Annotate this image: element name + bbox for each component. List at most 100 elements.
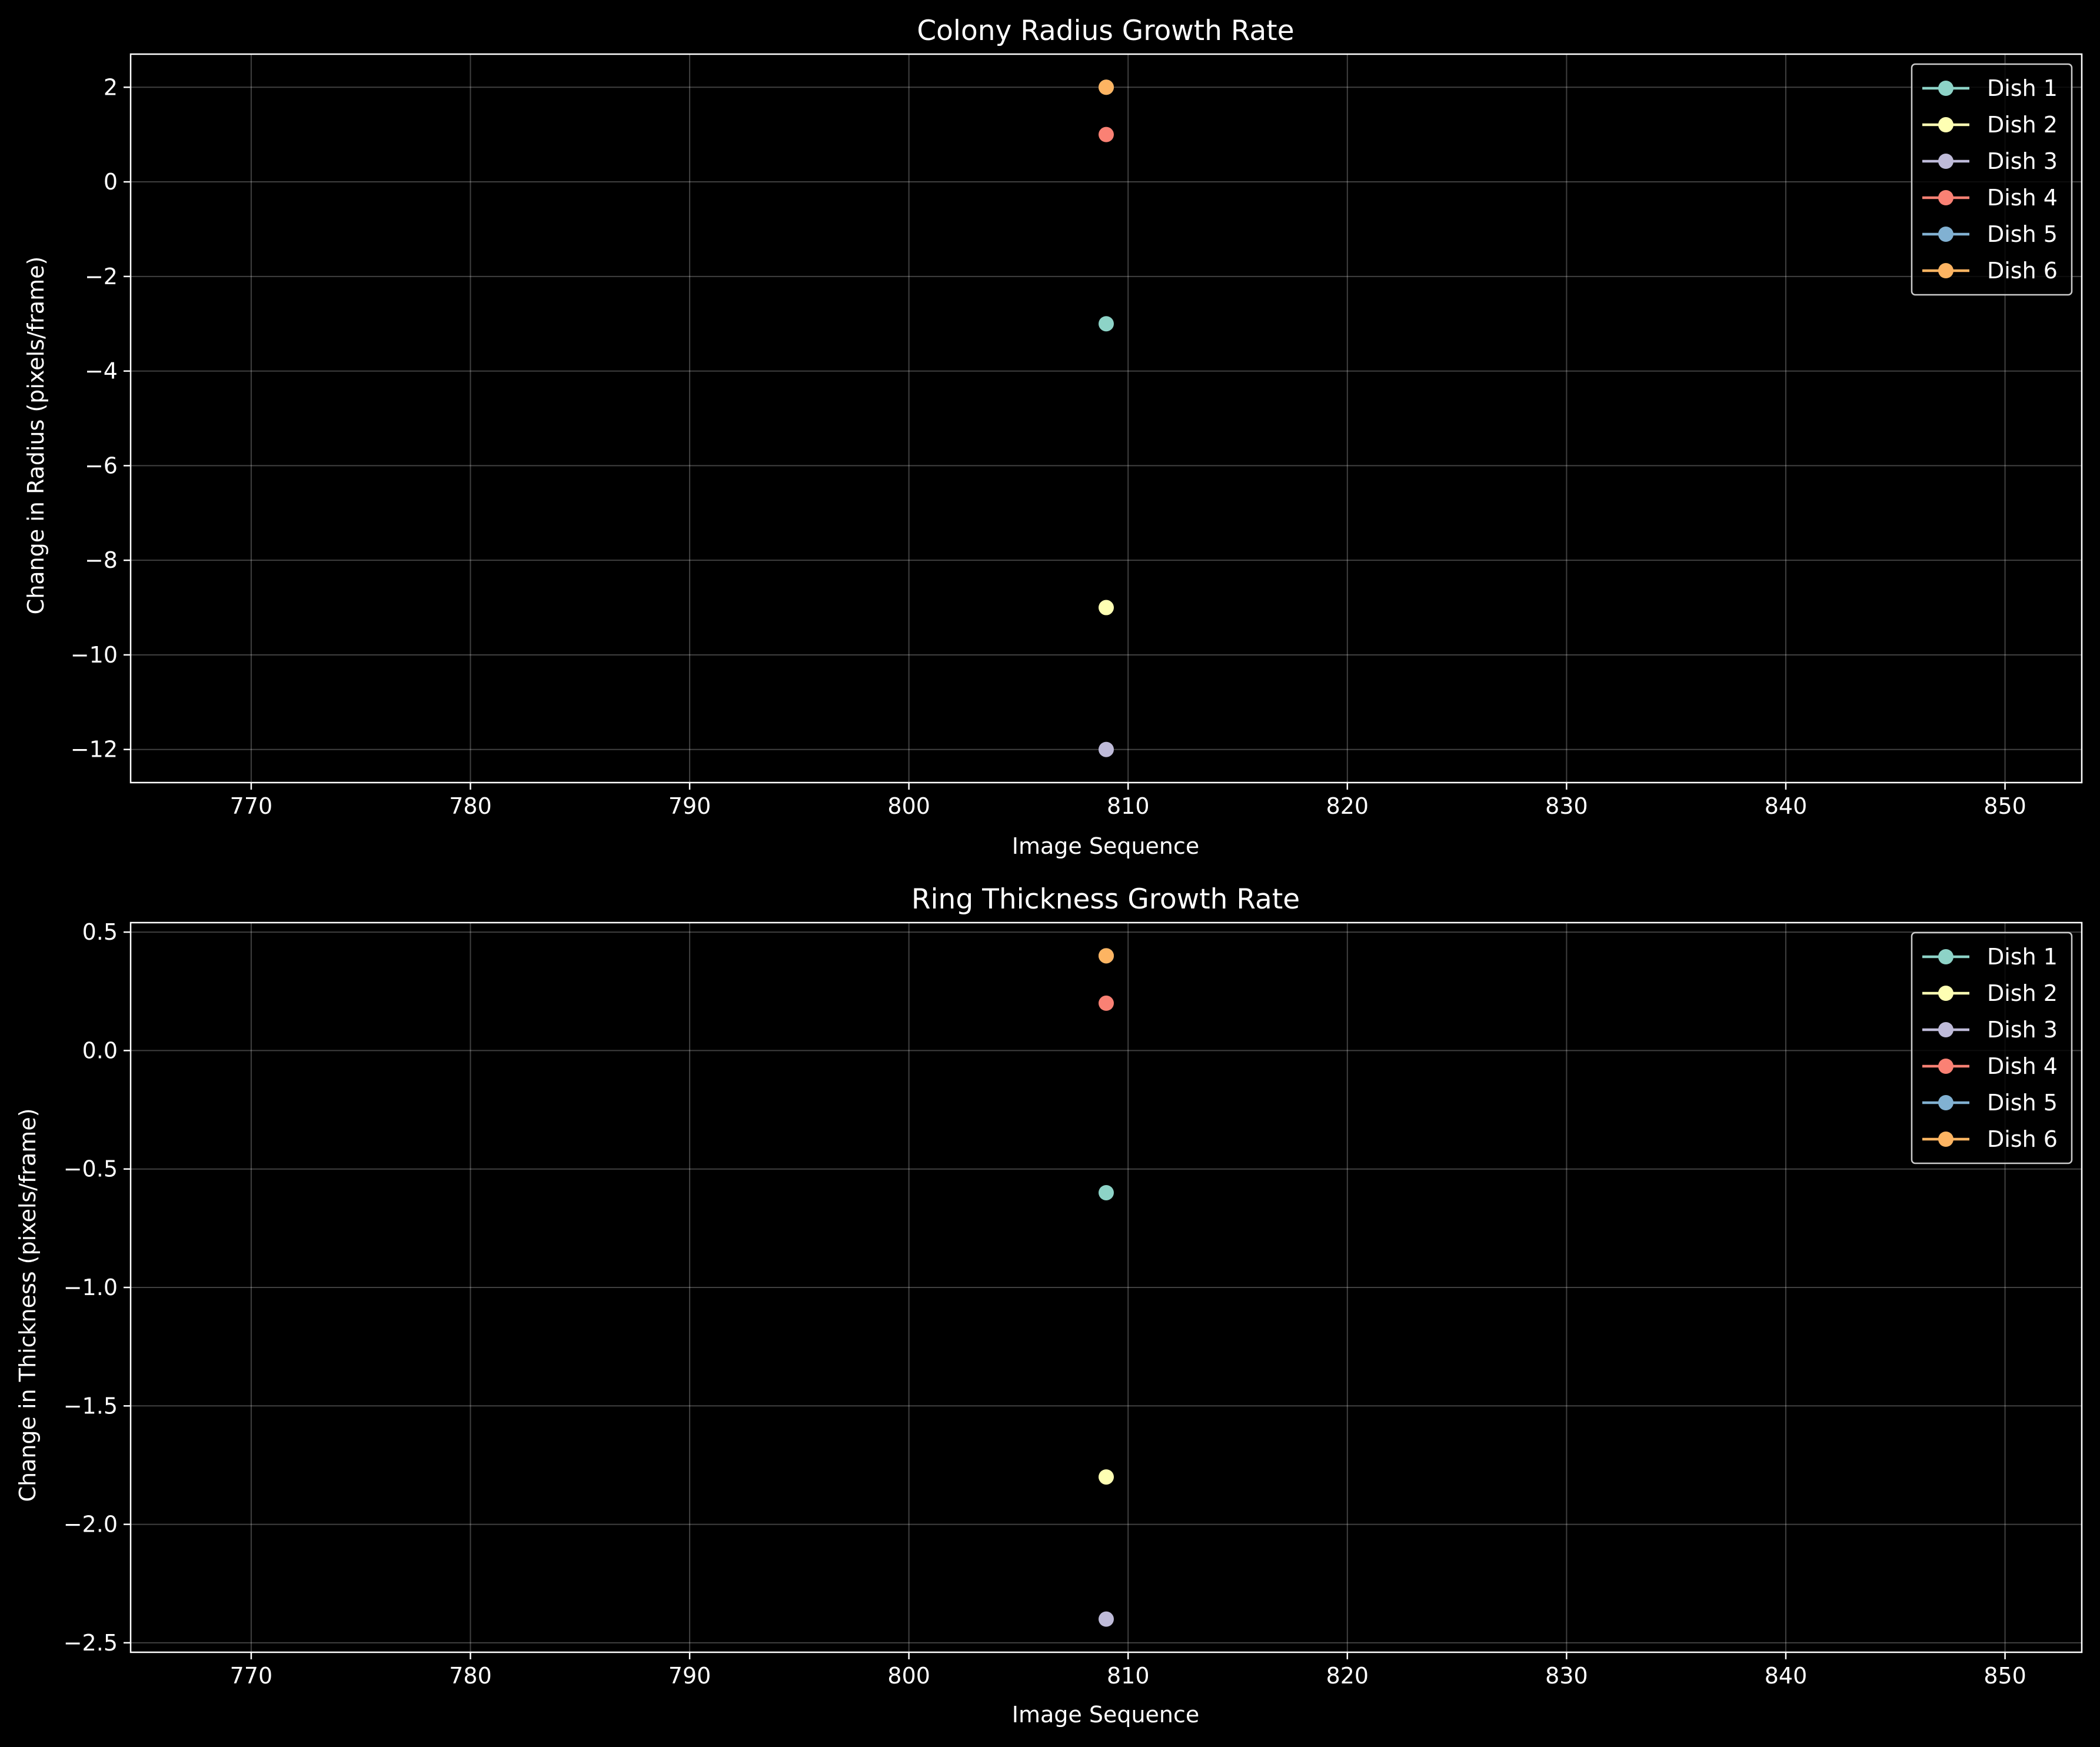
subplot-radius: Colony Radius Growth Rate Image Sequence… xyxy=(23,15,2083,859)
x-tick-label: 810 xyxy=(1107,1663,1150,1689)
x-tick-label: 780 xyxy=(449,1663,492,1689)
legend-entry: Dish 3 xyxy=(1922,148,2058,174)
x-tick-label: 850 xyxy=(1983,1663,2026,1689)
legend-entry: Dish 2 xyxy=(1922,112,2058,138)
x-tick-label: 800 xyxy=(887,793,930,819)
series-dish-2 xyxy=(1099,1469,1114,1485)
x-tick-label: 840 xyxy=(1765,793,1808,819)
chart-title: Ring Thickness Growth Rate xyxy=(911,883,1300,916)
legend-label: Dish 6 xyxy=(1987,1126,2058,1152)
legend-marker xyxy=(1938,154,1953,169)
x-tick-label: 830 xyxy=(1545,793,1588,819)
data-point xyxy=(1099,1611,1114,1627)
series-dish-6 xyxy=(1099,79,1114,95)
legend-marker xyxy=(1938,986,1953,1001)
axes-frame xyxy=(129,53,2083,784)
series-dish-3 xyxy=(1099,1611,1114,1627)
x-tick-label: 770 xyxy=(230,793,273,819)
legend-entry: Dish 4 xyxy=(1922,185,2058,211)
legend-entry: Dish 1 xyxy=(1922,944,2058,970)
y-tick-label: 0 xyxy=(104,169,118,195)
y-tick-label: −12 xyxy=(71,737,118,763)
y-tick-label: −2.5 xyxy=(64,1630,118,1656)
x-tick-label: 840 xyxy=(1765,1663,1808,1689)
series-dish-3 xyxy=(1099,741,1114,757)
x-axis-label: Image Sequence xyxy=(1012,1702,1200,1728)
legend-entry: Dish 5 xyxy=(1922,1090,2058,1116)
data-point xyxy=(1099,995,1114,1011)
legend-marker xyxy=(1938,1132,1953,1147)
data-point xyxy=(1099,127,1114,142)
x-tick-label: 800 xyxy=(887,1663,930,1689)
legend-entry: Dish 1 xyxy=(1922,75,2058,101)
series-dish-4 xyxy=(1099,127,1114,142)
legend-label: Dish 2 xyxy=(1987,980,2058,1006)
legend-marker xyxy=(1938,190,1953,205)
legend-marker xyxy=(1938,227,1953,242)
grid xyxy=(131,923,2082,1652)
legend-label: Dish 3 xyxy=(1987,1017,2058,1043)
y-tick-label: −10 xyxy=(71,642,118,668)
legend-marker xyxy=(1938,1059,1953,1074)
series-dish-6 xyxy=(1099,948,1114,964)
legend-label: Dish 1 xyxy=(1987,944,2058,970)
y-tick-label: −2 xyxy=(85,264,118,289)
legend-entry: Dish 6 xyxy=(1922,258,2058,284)
legend: Dish 1 Dish 2 Dish 3 Dish 4 Dish 5 Dish 6 xyxy=(1911,931,2073,1164)
legend-entry: Dish 5 xyxy=(1922,221,2058,247)
data-point xyxy=(1099,1184,1114,1200)
y-tick-label: −0.5 xyxy=(64,1156,118,1182)
data-point xyxy=(1099,1469,1114,1485)
legend-label: Dish 4 xyxy=(1987,1053,2058,1079)
y-tick-label: −8 xyxy=(85,547,118,573)
data-point xyxy=(1099,600,1114,615)
x-tick-label: 830 xyxy=(1545,1663,1588,1689)
y-tick-label: −1.0 xyxy=(64,1275,118,1300)
legend-marker xyxy=(1938,1095,1953,1110)
x-axis-label: Image Sequence xyxy=(1012,833,1200,859)
legend-marker xyxy=(1938,263,1953,278)
y-tick-label: −1.5 xyxy=(64,1393,118,1419)
y-tick-label: 0.5 xyxy=(82,919,118,945)
x-tick-label: 790 xyxy=(668,793,711,819)
legend-label: Dish 2 xyxy=(1987,112,2058,138)
data-point xyxy=(1099,741,1114,757)
legend-marker xyxy=(1938,81,1953,96)
x-tick-label: 850 xyxy=(1983,793,2026,819)
series-dish-2 xyxy=(1099,600,1114,615)
legend-entry: Dish 2 xyxy=(1922,980,2058,1006)
legend-label: Dish 3 xyxy=(1987,148,2058,174)
y-tick-label: −6 xyxy=(85,452,118,478)
data-point xyxy=(1099,948,1114,964)
y-axis-label: Change in Radius (pixels/frame) xyxy=(23,257,49,615)
legend-label: Dish 1 xyxy=(1987,75,2058,101)
legend-entry: Dish 3 xyxy=(1922,1017,2058,1043)
data-point xyxy=(1099,316,1114,332)
x-tick-label: 770 xyxy=(230,1663,273,1689)
subplot-thickness: Ring Thickness Growth Rate Image Sequenc… xyxy=(15,883,2083,1728)
y-axis-label: Change in Thickness (pixels/frame) xyxy=(15,1108,41,1502)
legend-label: Dish 5 xyxy=(1987,221,2058,247)
x-tick-label: 780 xyxy=(449,793,492,819)
legend-entry: Dish 4 xyxy=(1922,1053,2058,1079)
y-tick-label: 2 xyxy=(104,74,118,100)
x-tick-label: 820 xyxy=(1326,1663,1369,1689)
grid xyxy=(131,54,2082,783)
legend-marker xyxy=(1938,117,1953,132)
series-dish-4 xyxy=(1099,995,1114,1011)
legend-label: Dish 6 xyxy=(1987,258,2058,284)
chart-title: Colony Radius Growth Rate xyxy=(917,15,1294,47)
series-dish-1 xyxy=(1099,1184,1114,1200)
series-dish-1 xyxy=(1099,316,1114,332)
x-tick-label: 790 xyxy=(668,1663,711,1689)
x-tick-label: 810 xyxy=(1107,793,1150,819)
legend-label: Dish 4 xyxy=(1987,185,2058,211)
legend-label: Dish 5 xyxy=(1987,1090,2058,1116)
legend-marker xyxy=(1938,949,1953,964)
legend: Dish 1 Dish 2 Dish 3 Dish 4 Dish 5 Dish 6 xyxy=(1911,63,2073,296)
legend-entry: Dish 6 xyxy=(1922,1126,2058,1152)
y-tick-label: −2.0 xyxy=(64,1512,118,1538)
x-tick-label: 820 xyxy=(1326,793,1369,819)
